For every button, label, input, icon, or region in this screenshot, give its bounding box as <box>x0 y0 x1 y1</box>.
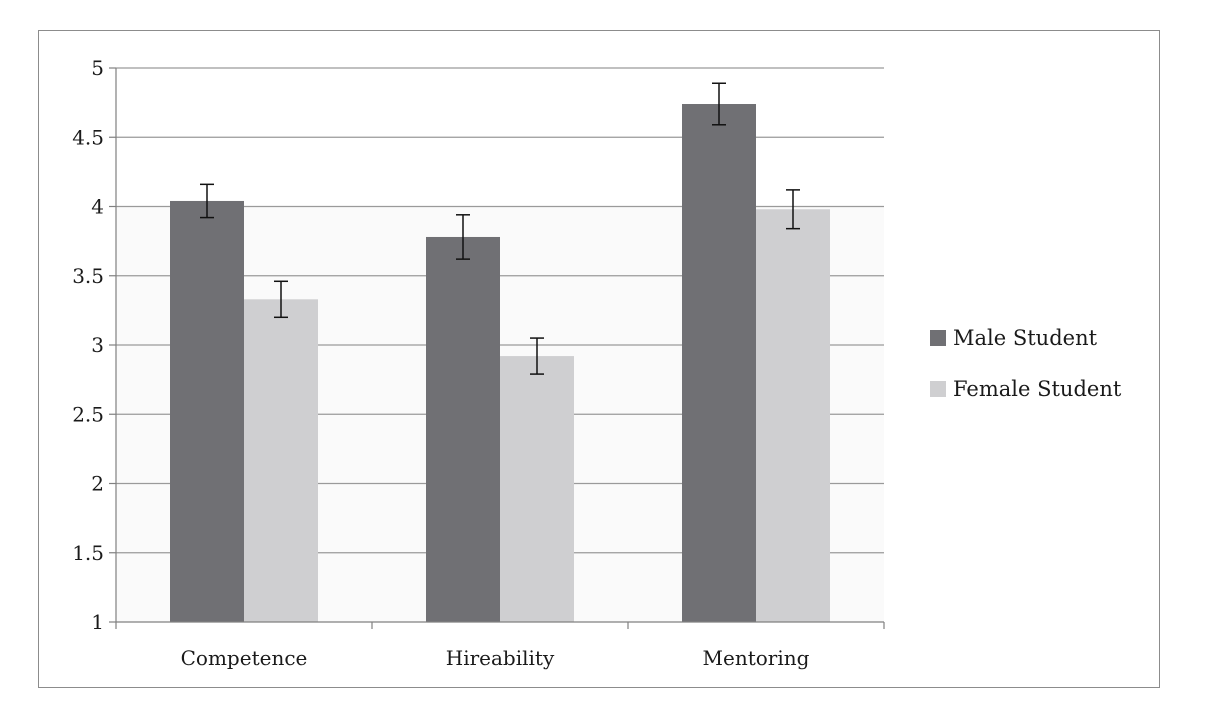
legend: Male Student Female Student <box>930 326 1122 401</box>
y-tick-label: 4 <box>91 195 104 219</box>
axes <box>109 67 885 629</box>
y-tick-label: 2 <box>91 472 104 496</box>
bars <box>170 104 830 622</box>
bar-female-competence <box>244 299 318 622</box>
category-label: Mentoring <box>703 646 810 670</box>
bar-male-competence <box>170 200 244 622</box>
y-tick-label: 3 <box>91 333 104 357</box>
axis-labels: 1 1.5 2 2.5 3 3.5 4 4.5 5 Competence Hireability Me… <box>72 56 809 670</box>
bar-male-hireability <box>426 236 500 622</box>
legend-swatch <box>930 330 946 346</box>
y-tick-label: 4.5 <box>72 125 104 149</box>
y-tick-label: 1.5 <box>72 541 104 565</box>
y-tick-label: 3.5 <box>72 264 104 288</box>
y-tick-label: 1 <box>91 610 104 634</box>
bar-female-mentoring <box>756 209 830 622</box>
y-tick-label: 5 <box>91 56 104 80</box>
legend-swatch <box>930 381 946 397</box>
legend-label: Male Student <box>953 326 1098 350</box>
legend-label: Female Student <box>953 377 1122 401</box>
bar-male-mentoring <box>682 104 756 622</box>
category-label: Competence <box>181 646 308 670</box>
category-label: Hireability <box>446 646 555 670</box>
bar-female-hireability <box>500 356 574 622</box>
error-bars <box>200 82 800 375</box>
y-tick-label: 2.5 <box>72 402 104 426</box>
